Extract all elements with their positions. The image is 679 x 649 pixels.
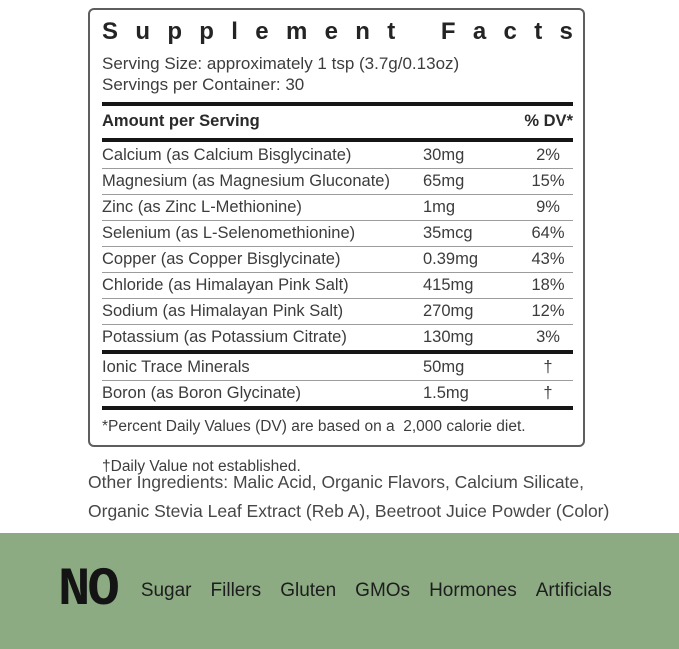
claim-artificials: Artificials xyxy=(535,580,612,601)
nutrient-amount: 0.39mg xyxy=(423,250,479,268)
nutrient-amount: 35mcg xyxy=(423,224,473,242)
dv-footnote: *Percent Daily Values (DV) are based on … xyxy=(102,410,573,477)
claim-gmos: GMOs xyxy=(355,580,411,601)
serving-size: Serving Size: approximately 1 tsp (3.7g/… xyxy=(102,54,460,73)
amount-per-serving-label: Amount per Serving xyxy=(102,112,260,130)
claim-sugar: Sugar xyxy=(140,580,192,601)
nutrient-amount: 65mg xyxy=(423,172,465,190)
footnote-line-2: †Daily Value not established. xyxy=(102,458,301,475)
nutrient-amount: 1mg xyxy=(423,198,456,216)
nutrient-dv: 18% xyxy=(531,276,565,294)
footnote-line-1: *Percent Daily Values (DV) are based on … xyxy=(102,418,526,435)
table-row: Magnesium (as Magnesium Gluconate) 65mg … xyxy=(102,168,573,194)
nutrient-dv: † xyxy=(543,357,553,376)
nutrient-dv: 9% xyxy=(536,198,560,216)
nutrient-amount: 270mg xyxy=(423,302,474,320)
nutrient-amount: 130mg xyxy=(423,328,474,346)
nutrient-amount: 30mg xyxy=(423,145,465,164)
table-row: Chloride (as Himalayan Pink Salt) 415mg … xyxy=(102,272,573,298)
main-nutrient-rows: Calcium (as Calcium Bisglycinate) 30mg 2… xyxy=(102,142,573,350)
nutrient-dv: † xyxy=(543,384,553,402)
no-claims-banner: NO Sugar Fillers Gluten GMOs Hormones Ar… xyxy=(0,533,679,649)
claim-gluten: Gluten xyxy=(280,580,337,601)
other-ingredients-line-1: Other Ingredients: Malic Acid, Organic F… xyxy=(88,472,585,492)
nutrient-name: Boron (as Boron Glycinate) xyxy=(102,384,302,402)
nutrient-dv: 12% xyxy=(531,302,565,320)
nutrient-name: Copper (as Copper Bisglycinate) xyxy=(102,250,341,268)
table-header: Amount per Serving % DV* xyxy=(102,106,573,138)
no-label: NO xyxy=(58,560,120,621)
thick-rule xyxy=(102,350,573,354)
table-row: Copper (as Copper Bisglycinate) 0.39mg 4… xyxy=(102,246,573,272)
nutrient-dv: 64% xyxy=(531,224,565,242)
nutrient-dv: 43% xyxy=(531,250,565,268)
nutrient-name: Sodium (as Himalayan Pink Salt) xyxy=(102,302,344,320)
nutrient-name: Zinc (as Zinc L-Methionine) xyxy=(102,198,302,216)
claim-hormones: Hormones xyxy=(429,580,517,601)
percent-dv-label: % DV* xyxy=(524,112,573,130)
nutrient-name: Chloride (as Himalayan Pink Salt) xyxy=(102,276,349,294)
table-row: Calcium (as Calcium Bisglycinate) 30mg 2… xyxy=(102,142,573,168)
table-row: Sodium (as Himalayan Pink Salt) 270mg 12… xyxy=(102,298,573,324)
table-row: Ionic Trace Minerals 50mg † xyxy=(102,354,573,380)
table-row: Selenium (as L-Selenomethionine) 35mcg 6… xyxy=(102,220,573,246)
no-claims-list: Sugar Fillers Gluten GMOs Hormones Artif… xyxy=(141,580,612,602)
thick-rule xyxy=(102,406,573,410)
thick-rule xyxy=(102,102,573,106)
nutrient-amount: 50mg xyxy=(423,357,465,376)
servings-per-container: Servings per Container: 30 xyxy=(102,75,305,94)
trace-nutrient-rows: Ionic Trace Minerals 50mg † Boron (as Bo… xyxy=(102,354,573,406)
nutrient-amount: 1.5mg xyxy=(423,384,469,402)
thick-rule xyxy=(102,138,573,142)
nutrient-name: Calcium (as Calcium Bisglycinate) xyxy=(102,145,352,164)
nutrient-dv: 2% xyxy=(536,145,560,164)
table-row: Potassium (as Potassium Citrate) 130mg 3… xyxy=(102,324,573,350)
claim-fillers: Fillers xyxy=(210,580,262,601)
nutrient-name: Magnesium (as Magnesium Gluconate) xyxy=(102,172,390,190)
other-ingredients: Other Ingredients: Malic Acid, Organic F… xyxy=(88,468,609,526)
nutrient-name: Selenium (as L-Selenomethionine) xyxy=(102,224,356,242)
table-row: Boron (as Boron Glycinate) 1.5mg † xyxy=(102,380,573,406)
nutrient-name: Potassium (as Potassium Citrate) xyxy=(102,328,347,346)
nutrient-amount: 415mg xyxy=(423,276,474,294)
nutrient-name: Ionic Trace Minerals xyxy=(102,357,250,376)
nutrient-dv: 3% xyxy=(536,328,560,346)
table-row: Zinc (as Zinc L-Methionine) 1mg 9% xyxy=(102,194,573,220)
nutrient-dv: 15% xyxy=(531,172,565,190)
other-ingredients-line-2: Organic Stevia Leaf Extract (Reb A), Bee… xyxy=(88,501,610,521)
